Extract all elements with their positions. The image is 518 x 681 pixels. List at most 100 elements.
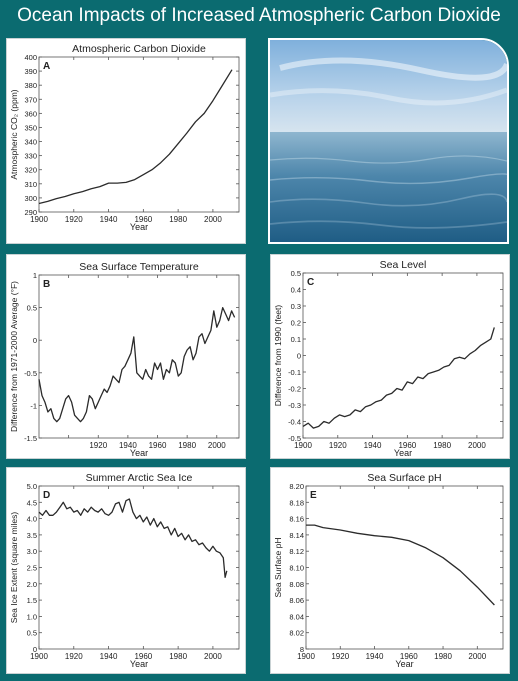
y-tick-label: 1.5 — [27, 596, 37, 605]
x-axis-label: Year — [130, 659, 148, 669]
chart-panel-c: Sea Level C 1900 1920 1940 1960 1980 2000 -0.5 -0… — [270, 254, 510, 459]
plot-frame — [305, 485, 504, 650]
x-tick-label: 1920 — [65, 652, 83, 661]
x-tick-label: 1900 — [294, 441, 312, 450]
panel-label: C — [307, 277, 314, 288]
chart-title: Sea Surface Temperature — [79, 261, 199, 273]
y-tick-label: 0.5 — [291, 269, 301, 278]
page-title: Ocean Impacts of Increased Atmospheric C… — [17, 5, 501, 26]
x-tick-label: 1980 — [433, 441, 451, 450]
x-tick-label: 1960 — [134, 652, 152, 661]
plot-frame — [38, 274, 240, 439]
y-tick-label: 8.16 — [289, 515, 304, 524]
chart-svg-d: Summer Arctic Sea Ice D 1900 1920 1940 1960 19… — [9, 472, 240, 669]
plot-frame — [38, 485, 240, 650]
x-tick-label: 1980 — [434, 652, 452, 661]
chart-panel-a: Atmospheric Carbon Dioxide A 1900 1920 1940 1… — [6, 38, 246, 244]
y-tick-label: 8.14 — [289, 531, 304, 540]
x-tick-label: 1940 — [100, 652, 118, 661]
y-tick-label: 320 — [24, 166, 37, 175]
chart-panel-d: Summer Arctic Sea Ice D 1900 1920 1940 1960 19… — [6, 467, 246, 674]
y-tick-label: 0 — [33, 645, 37, 654]
chart-panel-e: Sea Surface pH E 1900 1920 1940 1960 1980 2000 8… — [270, 467, 510, 674]
x-tick-label: 1980 — [178, 441, 196, 450]
x-axis-label: Year — [130, 448, 148, 458]
y-tick-label: 4.5 — [27, 498, 37, 507]
y-tick-label: 330 — [24, 152, 37, 161]
y-tick-label: 0.5 — [27, 304, 37, 313]
x-tick-label: 1920 — [331, 652, 349, 661]
y-axis-label: Atmospheric CO₂ (ppm) — [9, 89, 19, 179]
y-tick-label: 4.0 — [27, 515, 37, 524]
y-tick-label: 0 — [297, 352, 301, 361]
y-tick-label: 5.0 — [27, 482, 37, 491]
y-tick-label: -1.5 — [24, 434, 37, 443]
x-tick-label: 1940 — [366, 652, 384, 661]
y-tick-label: 8.02 — [289, 629, 304, 638]
chart-panel-b: Sea Surface Temperature B 1920 1940 1960 1980… — [6, 254, 246, 459]
x-tick-label: 1920 — [65, 215, 83, 224]
y-tick-label: 2.5 — [27, 564, 37, 573]
y-tick-label: 400 — [24, 53, 37, 62]
x-axis-label: Year — [395, 659, 413, 669]
y-tick-label: -0.5 — [24, 369, 37, 378]
y-tick-label: 8.12 — [289, 547, 304, 556]
y-tick-label: 380 — [24, 81, 37, 90]
x-tick-label: 1960 — [400, 652, 418, 661]
x-tick-label: 1920 — [89, 441, 107, 450]
chart-title: Sea Level — [380, 259, 427, 271]
plot-frame — [38, 56, 240, 213]
y-axis-label: Difference from 1990 (feet) — [273, 305, 283, 407]
panel-label: D — [43, 490, 50, 501]
panel-label: B — [43, 279, 50, 290]
y-tick-label: 8.08 — [289, 580, 304, 589]
x-tick-label: 1900 — [30, 652, 48, 661]
y-tick-label: 1 — [33, 271, 37, 280]
x-tick-label: 2000 — [468, 441, 486, 450]
series-line-c-0 — [302, 327, 495, 429]
chart-svg-b: Sea Surface Temperature B 1920 1940 1960 1980… — [9, 261, 240, 458]
y-axis-label: Sea Surface pH — [273, 537, 283, 597]
series-line-d-0 — [38, 498, 228, 578]
y-tick-label: 0.4 — [291, 286, 301, 295]
y-tick-label: 360 — [24, 109, 37, 118]
y-tick-label: 290 — [24, 208, 37, 217]
y-tick-label: 8.20 — [289, 482, 304, 491]
y-tick-label: -1 — [30, 401, 37, 410]
y-tick-label: -0.3 — [288, 401, 301, 410]
y-axis-label: Sea Ice Extent (square miles) — [9, 512, 19, 624]
panel-label: A — [43, 61, 50, 72]
chart-title: Summer Arctic Sea Ice — [86, 472, 193, 484]
y-tick-label: 0 — [33, 336, 37, 345]
y-tick-label: -0.1 — [288, 368, 301, 377]
y-tick-label: 300 — [24, 194, 37, 203]
x-tick-label: 1980 — [169, 652, 187, 661]
x-tick-label: 2000 — [204, 652, 222, 661]
y-tick-label: 3.0 — [27, 547, 37, 556]
x-tick-label: 1940 — [119, 441, 137, 450]
y-tick-label: 0.2 — [291, 319, 301, 328]
x-tick-label: 1900 — [297, 652, 315, 661]
y-tick-label: 0.3 — [291, 302, 301, 311]
y-tick-label: 8.04 — [289, 612, 304, 621]
x-tick-label: 1960 — [398, 441, 416, 450]
y-tick-label: 370 — [24, 95, 37, 104]
x-axis-label: Year — [130, 222, 148, 232]
y-tick-label: 3.5 — [27, 531, 37, 540]
y-tick-label: 390 — [24, 67, 37, 76]
y-tick-label: -0.5 — [288, 434, 301, 443]
chart-svg-a: Atmospheric Carbon Dioxide A 1900 1920 1940 1… — [9, 43, 240, 232]
chart-title: Atmospheric Carbon Dioxide — [72, 43, 206, 55]
y-tick-label: 8 — [300, 645, 304, 654]
ocean-horizon-photo — [268, 38, 509, 244]
y-tick-label: 8.06 — [289, 596, 304, 605]
x-tick-label: 1940 — [100, 215, 118, 224]
y-axis-label: Difference from 1971-2000 Average (°F) — [9, 281, 19, 432]
x-tick-label: 2000 — [204, 215, 222, 224]
x-axis-label: Year — [394, 448, 412, 458]
x-tick-label: 1940 — [364, 441, 382, 450]
plot-frame — [302, 272, 504, 439]
series-line-a-0 — [38, 69, 233, 205]
series-line-e-0 — [306, 524, 495, 606]
chart-svg-e: Sea Surface pH E 1900 1920 1940 1960 1980 2000 8… — [273, 472, 504, 669]
